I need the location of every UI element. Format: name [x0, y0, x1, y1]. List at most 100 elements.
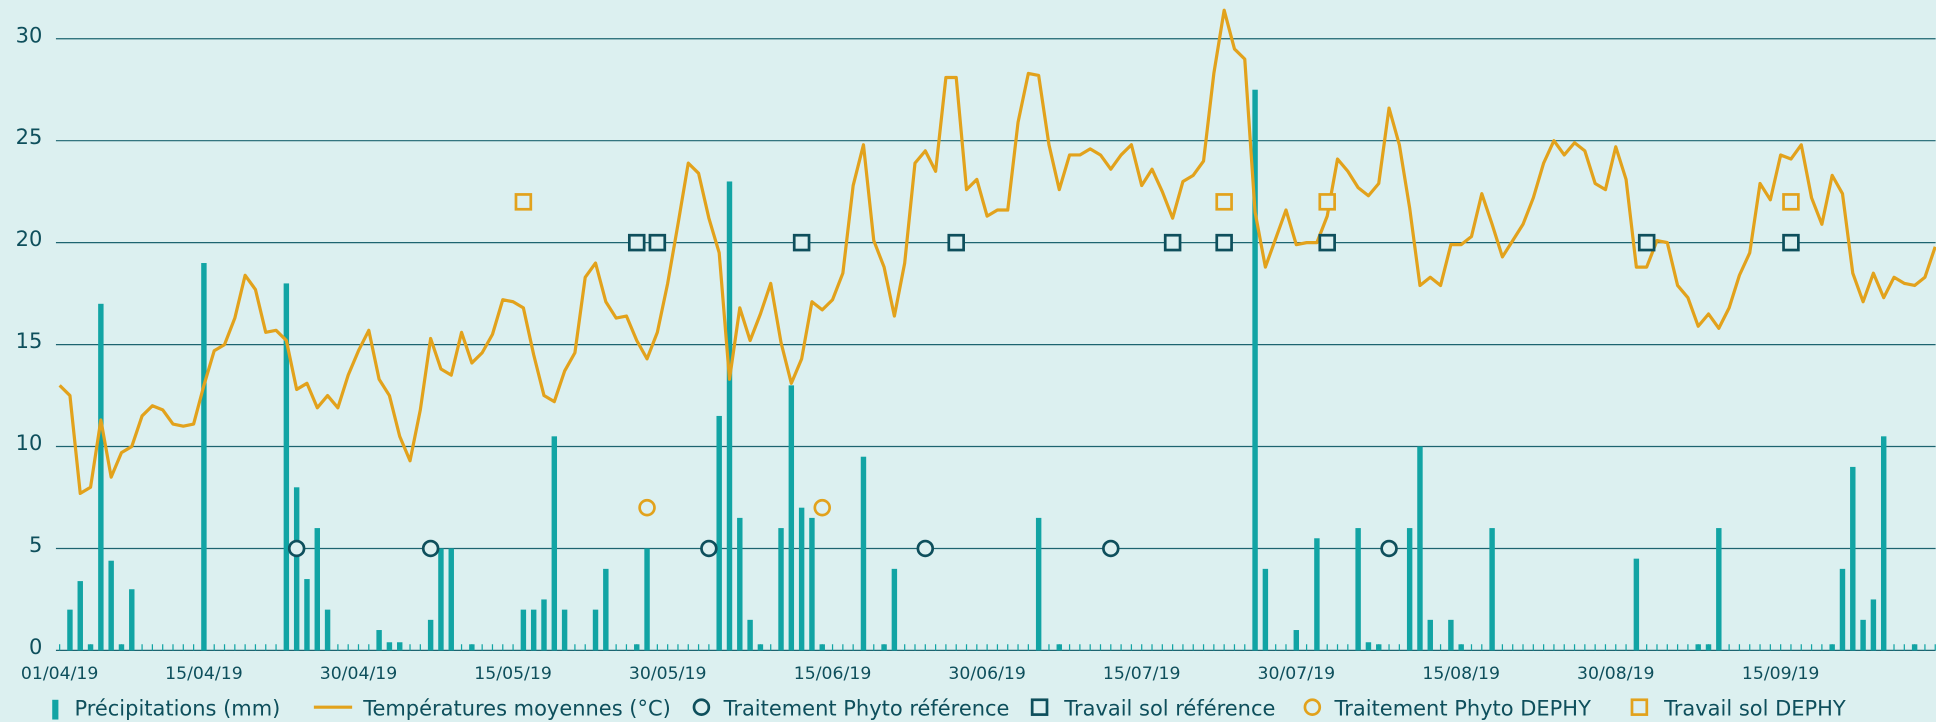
precipitation-bar	[881, 644, 887, 651]
precipitation-bar	[891, 568, 898, 651]
precipitation-bar	[1262, 568, 1269, 651]
legend-label: Travail sol DEPHY	[1663, 697, 1846, 721]
precipitation-bar	[819, 644, 825, 651]
x-tick-label: 15/08/19	[1422, 664, 1500, 684]
precipitation-bar	[737, 517, 743, 651]
precipitation-bar	[293, 487, 300, 651]
square-marker	[947, 233, 965, 252]
precipitation-bar	[438, 548, 444, 651]
precipitation-bar	[1716, 528, 1722, 651]
precipitation-bar	[1705, 644, 1712, 651]
precipitation-bar	[201, 263, 207, 651]
precipitation-bar	[788, 385, 795, 651]
precipitation-bar	[324, 609, 331, 651]
precipitation-bar	[541, 599, 547, 651]
circle-marker	[638, 498, 656, 517]
precipitation-bar	[860, 456, 867, 651]
y-tick-label: 5	[29, 533, 42, 557]
y-tick-label: 25	[16, 125, 43, 149]
y-tick-label: 15	[16, 329, 43, 353]
precipitation-bar	[77, 581, 83, 651]
precipitation-bar	[726, 181, 733, 651]
precipitation-bar	[716, 415, 722, 651]
square-marker	[648, 233, 667, 252]
x-tick-label: 01/04/19	[21, 664, 99, 684]
square-marker	[792, 233, 811, 252]
precipitation-bar	[551, 436, 558, 651]
precipitation-bar	[1870, 599, 1877, 651]
x-tick-label: 15/07/19	[1103, 664, 1181, 684]
precipitation-bar	[1458, 644, 1464, 651]
precipitation-bar	[1406, 528, 1413, 651]
precipitation-bar	[129, 589, 135, 651]
circle-marker	[421, 539, 440, 558]
precipitation-bar	[1839, 568, 1846, 651]
square-marker	[514, 193, 533, 211]
legend-label: Précipitations (mm)	[74, 697, 280, 721]
precipitation-bar	[1911, 644, 1918, 651]
x-tick-label: 30/07/19	[1258, 664, 1336, 684]
x-tick-label: 30/08/19	[1577, 664, 1655, 684]
precipitation-bar	[67, 609, 73, 651]
temperature-line	[58, 8, 1936, 496]
y-tick-label: 20	[16, 227, 43, 251]
y-tick-label: 0	[29, 635, 42, 659]
circle-marker	[287, 539, 306, 558]
precipitation-bar	[603, 568, 609, 651]
square-marker	[1215, 233, 1233, 252]
square-marker	[1215, 193, 1233, 211]
legend-symbol	[692, 698, 711, 716]
y-tick-label: 30	[16, 23, 43, 47]
precipitation-bar	[314, 528, 320, 651]
square-marker	[1163, 233, 1182, 252]
precipitation-bar	[634, 644, 640, 651]
precipitation-bar	[448, 548, 454, 651]
legend-label: Travail sol référence	[1063, 697, 1275, 721]
precipitation-bar	[304, 579, 310, 651]
legend-label: Traitement Phyto référence	[723, 697, 1010, 721]
square-marker	[627, 233, 646, 252]
precipitation-bar	[644, 548, 650, 651]
legend-symbol	[1630, 698, 1649, 716]
precipitation-bar	[530, 609, 537, 651]
x-tick-label: 15/05/19	[474, 664, 552, 684]
precipitation-bar	[386, 642, 393, 651]
precipitation-bar	[108, 560, 114, 651]
circle-marker	[700, 539, 718, 558]
precipitation-bar	[1376, 644, 1382, 651]
precipitation-bar	[427, 619, 434, 651]
precipitation-bar	[1035, 517, 1042, 651]
square-marker	[1782, 233, 1800, 252]
x-tick-label: 15/04/19	[165, 664, 243, 684]
legend-label: Traitement Phyto DEPHY	[1334, 697, 1592, 721]
x-tick-label: 15/09/19	[1742, 664, 1820, 684]
precipitation-bar	[1880, 436, 1887, 651]
circle-marker	[1102, 539, 1120, 558]
precipitation-bar	[798, 507, 805, 651]
precipitation-bar	[1695, 644, 1701, 651]
precipitation-bar	[1314, 538, 1320, 651]
legend-label: Températures moyennes (°C)	[362, 697, 671, 721]
precipitation-bar	[98, 303, 104, 651]
precipitation-bar	[1252, 89, 1258, 651]
square-marker	[1318, 193, 1336, 211]
precipitation-bar	[1448, 619, 1454, 651]
precipitation-bar	[747, 619, 753, 651]
precipitation-bar	[283, 283, 290, 651]
precipitation-bar	[469, 644, 475, 651]
precipitation-bar	[1293, 630, 1300, 651]
precipitation-bar	[1417, 446, 1423, 651]
precipitation-bar	[1860, 619, 1866, 651]
x-tick-label: 30/06/19	[948, 664, 1026, 684]
precipitation-bar	[1850, 466, 1856, 651]
y-tick-label: 10	[16, 431, 43, 455]
circle-marker	[916, 539, 935, 558]
precipitation-bar	[778, 528, 784, 651]
precipitation-bar	[376, 630, 382, 651]
precipitation-bar	[118, 644, 125, 651]
precipitation-bar	[1489, 528, 1495, 651]
precipitation-bar	[757, 644, 764, 651]
precipitation-bar	[592, 609, 599, 651]
precipitation-bar	[397, 642, 403, 651]
